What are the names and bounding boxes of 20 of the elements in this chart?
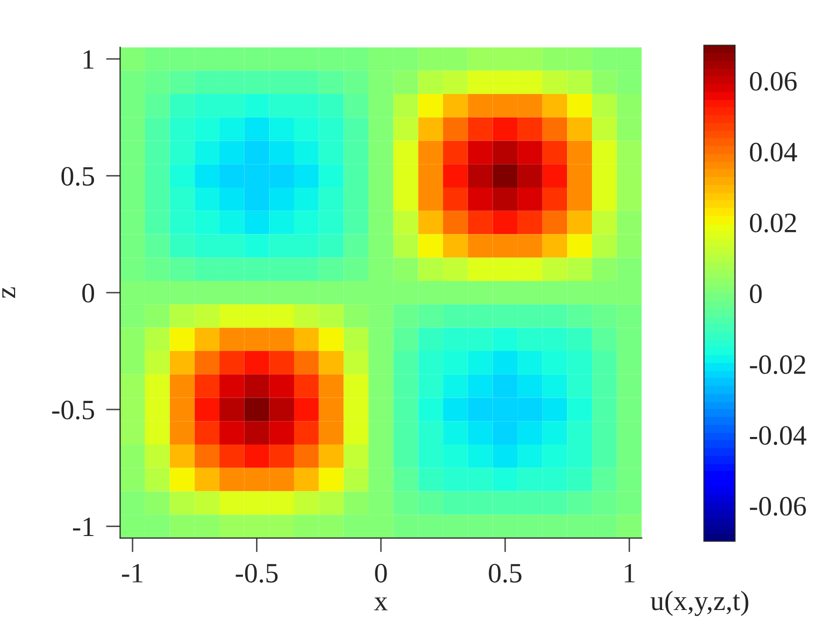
y-tick-label: 0.5: [61, 166, 94, 186]
color-bar-title: u(x,y,z,t): [650, 590, 748, 616]
y-axis-title: z: [2, 287, 16, 298]
y-tick-label: -0.5: [52, 400, 94, 420]
x-tick-label: 1: [624, 564, 635, 582]
y-tick-label: 1: [84, 50, 94, 69]
x-axis-title: x: [374, 598, 388, 610]
color-bar-label: 0: [750, 284, 762, 304]
color-bar-label: -0.06: [750, 496, 806, 516]
x-tick-label: 0.5: [488, 564, 522, 583]
color-bar-label: 0.06: [750, 72, 797, 91]
y-tick-label: 0: [82, 284, 94, 303]
y-tick-label: -1: [73, 518, 94, 536]
x-tick-label: 0: [375, 564, 387, 583]
color-bar-label: -0.02: [750, 355, 806, 374]
x-tick-label: -1: [122, 564, 142, 582]
color-bar-label: 0.02: [750, 214, 796, 232]
x-tick-label: -0.5: [236, 564, 278, 583]
color-bar-label: -0.04: [750, 426, 806, 445]
color-bar-label: 0.04: [750, 142, 798, 162]
